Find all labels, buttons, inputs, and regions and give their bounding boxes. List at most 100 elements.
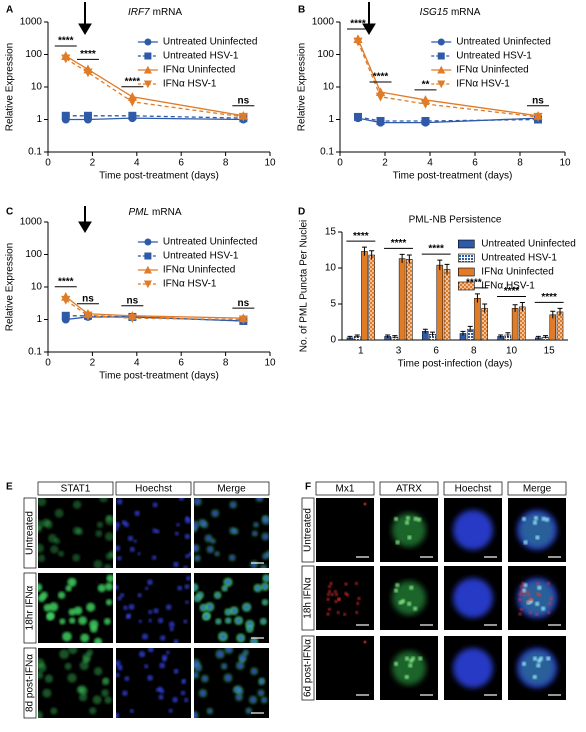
nucleus	[263, 575, 269, 581]
column-header: Merge	[217, 484, 246, 495]
error-bar	[460, 330, 466, 336]
cell-signal	[38, 663, 47, 673]
x-tick-label: 0	[45, 158, 51, 169]
y-tick-label: 1	[36, 314, 42, 325]
nucleus	[212, 510, 218, 517]
mx1-focus	[330, 593, 334, 596]
mx1-focus	[520, 585, 524, 588]
legend-label: IFNα HSV-1	[456, 79, 510, 90]
error-bar	[385, 334, 391, 338]
nucleus	[137, 593, 142, 598]
nucleus	[222, 586, 227, 591]
image-background	[116, 573, 191, 643]
x-tick-label: 2	[90, 358, 96, 369]
series-line	[357, 41, 539, 118]
atrx-focus	[533, 516, 538, 521]
row-label: 18hr IFNα	[25, 585, 36, 630]
nucleus	[226, 609, 231, 615]
cell-signal	[54, 538, 61, 545]
micrograph	[508, 498, 566, 562]
cell-signal	[72, 500, 82, 510]
cell-signal	[72, 553, 81, 562]
error-bar	[557, 307, 563, 316]
column-header-box	[115, 481, 192, 496]
error-bar	[354, 334, 360, 338]
mx1-speck	[363, 502, 367, 506]
legend-swatch	[457, 253, 475, 263]
nucleus	[453, 578, 493, 618]
cell-signal	[104, 532, 113, 541]
nucleus	[124, 676, 130, 682]
nucleus	[129, 546, 135, 553]
mx1-focus	[518, 597, 522, 601]
error-bar	[444, 263, 450, 275]
column-header-box	[379, 481, 439, 496]
legend-label: IFNα Uninfected	[163, 65, 235, 76]
marker	[83, 311, 93, 321]
legend-marker	[143, 280, 152, 289]
row-label: 18h IFNα	[303, 577, 314, 619]
micrograph	[444, 498, 502, 562]
nucleus	[116, 521, 121, 528]
nucleus	[185, 554, 190, 559]
marker	[353, 37, 363, 47]
nucleus	[231, 608, 237, 614]
atrx-focus	[533, 520, 538, 525]
nucleus	[158, 694, 164, 700]
title-gene: PML	[128, 207, 149, 218]
nucleus	[178, 498, 185, 501]
cell-signal	[38, 543, 45, 553]
mx1-focus	[354, 582, 358, 585]
x-axis-label: Time post-treatment (days)	[99, 371, 219, 382]
marker	[83, 111, 92, 120]
atrx-focus	[417, 517, 422, 522]
panel-label: D	[298, 207, 305, 218]
series-line	[65, 58, 244, 118]
atrx-focus	[523, 540, 528, 545]
column-header: Mx1	[336, 484, 355, 495]
x-tick-label: 2	[90, 158, 96, 169]
row-label: 8d post-IFNα	[25, 654, 36, 712]
nucleus	[144, 664, 149, 669]
mx1-focus	[328, 585, 332, 588]
mx1-focus	[355, 611, 359, 614]
title-text: mRNA	[153, 7, 183, 18]
cell-signal	[93, 667, 103, 676]
mx1-focus	[343, 612, 347, 616]
nucleus	[185, 600, 189, 605]
mx1-focus	[536, 582, 540, 586]
nucleus	[243, 604, 250, 611]
x-tick-label: 3	[396, 346, 402, 357]
y-axis-label: No. of PML Puncta Per Nuclei	[299, 220, 310, 352]
series-line	[357, 116, 539, 122]
column-header: ATRX	[396, 484, 422, 495]
error-bar	[406, 254, 412, 264]
legend-label: Untreated HSV-1	[481, 253, 557, 264]
nucleus	[250, 697, 256, 703]
mx1-focus	[336, 611, 340, 614]
cell-signal	[93, 637, 103, 643]
row-label: Untreated	[25, 511, 36, 555]
significance-label: ns	[238, 298, 250, 309]
y-tick-label: 100	[25, 49, 42, 60]
nucleus	[261, 619, 266, 624]
legend-marker	[144, 38, 152, 46]
error-bar	[369, 250, 375, 260]
cell-signal	[89, 707, 97, 715]
atrx-focus	[535, 535, 540, 540]
column-header: Hoechst	[455, 484, 492, 495]
atrx-signal	[392, 513, 426, 547]
bar	[436, 264, 444, 341]
image-background	[194, 648, 269, 718]
bar	[368, 254, 375, 341]
nucleus	[117, 664, 123, 671]
cell-signal	[42, 688, 52, 698]
nucleus	[235, 617, 242, 624]
nucleus	[185, 575, 191, 581]
marker	[61, 295, 71, 305]
nucleus	[173, 639, 179, 643]
cell-signal	[103, 564, 112, 568]
nucleus	[116, 672, 120, 678]
cell-signal	[82, 652, 92, 662]
micrograph	[194, 648, 269, 718]
